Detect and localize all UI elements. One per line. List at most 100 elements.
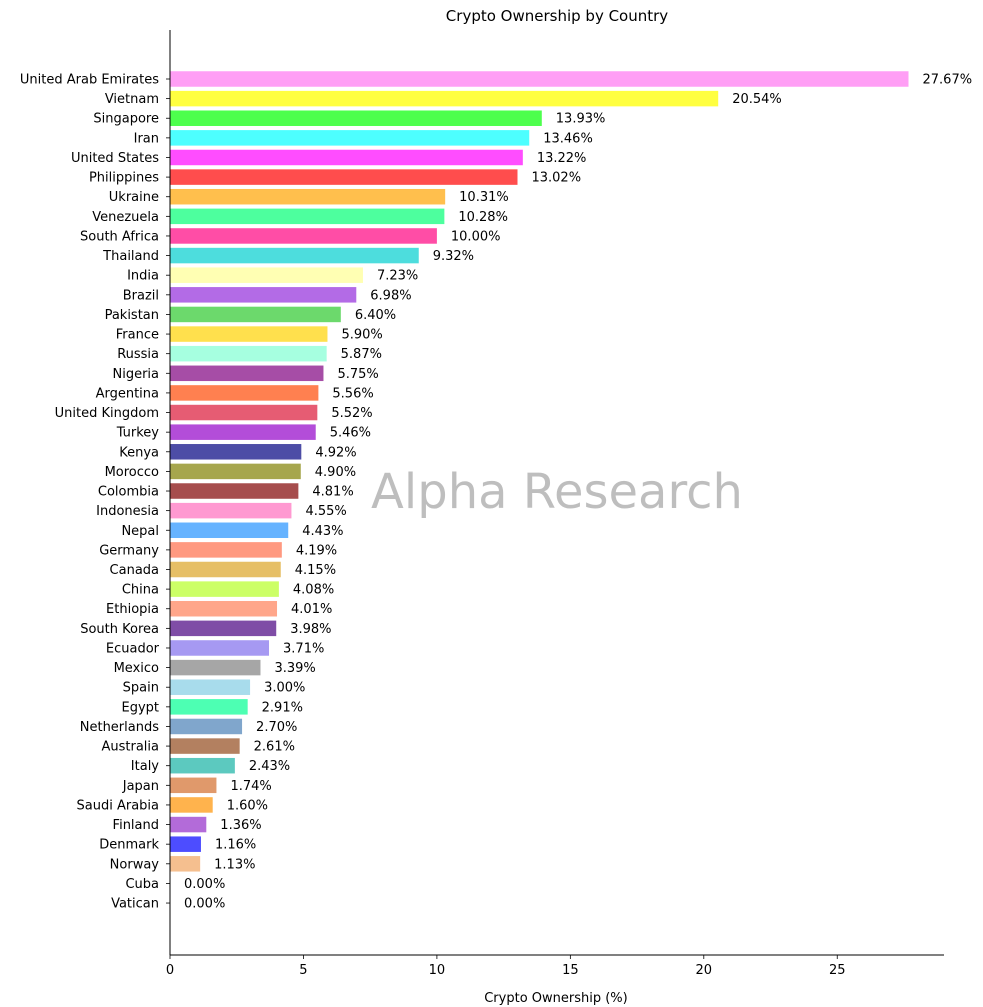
data-label: 1.16% xyxy=(215,838,256,853)
y-tick-label: United Kingdom xyxy=(55,406,159,421)
y-tick-label: Thailand xyxy=(102,249,159,264)
y-tick-label: Russia xyxy=(117,347,159,362)
data-label: 13.22% xyxy=(537,151,587,166)
y-tick-label: Australia xyxy=(101,740,159,755)
x-tick-label: 0 xyxy=(166,963,174,978)
y-tick-label: Indonesia xyxy=(96,504,159,519)
data-label: 4.15% xyxy=(295,563,336,578)
y-tick-label: Egypt xyxy=(121,700,159,715)
data-label: 2.91% xyxy=(262,700,303,715)
bar xyxy=(170,345,327,362)
data-label: 4.01% xyxy=(291,602,332,617)
bar xyxy=(170,463,301,480)
data-label: 2.43% xyxy=(249,759,290,774)
data-label: 2.61% xyxy=(254,740,295,755)
y-tick-label: France xyxy=(116,328,159,343)
data-label: 13.93% xyxy=(556,112,606,127)
y-tick-label: Saudi Arabia xyxy=(77,798,160,813)
data-label: 0.00% xyxy=(184,877,225,892)
bar xyxy=(170,188,446,205)
bar xyxy=(170,385,319,401)
y-tick-label: Brazil xyxy=(123,288,159,303)
data-label: 3.00% xyxy=(264,681,305,696)
y-tick-label: India xyxy=(127,269,159,284)
y-tick-label: Argentina xyxy=(96,386,159,401)
bar xyxy=(170,757,235,774)
y-tick-label: Iran xyxy=(134,131,159,146)
bar xyxy=(170,542,282,558)
axes-layer: 0 5 10 15 20 25 xyxy=(166,30,944,978)
y-tick-label: United States xyxy=(71,151,159,166)
y-tick-label: Ukraine xyxy=(109,190,159,205)
bar xyxy=(170,169,518,185)
y-tick-label: Spain xyxy=(123,681,159,696)
data-label: 7.23% xyxy=(377,269,418,284)
bar xyxy=(170,306,341,323)
data-label: 13.02% xyxy=(531,171,581,186)
bar xyxy=(170,679,251,695)
labels-layer: United Arab Emirates 27.67% Vietnam 20.54% S… xyxy=(20,73,972,912)
data-label: 4.08% xyxy=(293,583,334,598)
y-tick-label: Pakistan xyxy=(105,308,159,323)
data-label: 4.55% xyxy=(305,504,346,519)
bar xyxy=(170,267,363,283)
bar xyxy=(170,797,213,813)
data-label: 0.00% xyxy=(184,897,225,912)
bar xyxy=(170,561,281,578)
data-label: 4.92% xyxy=(315,445,356,460)
bar xyxy=(170,600,278,617)
data-label: 5.90% xyxy=(341,328,382,343)
y-tick-label: Mexico xyxy=(114,661,159,676)
chart-title: Crypto Ownership by Country xyxy=(446,7,669,25)
data-label: 10.28% xyxy=(458,210,508,225)
data-label: 1.74% xyxy=(230,779,271,794)
data-label: 6.40% xyxy=(355,308,396,323)
data-label: 9.32% xyxy=(433,249,474,264)
bar xyxy=(170,856,201,872)
bar xyxy=(170,502,292,519)
y-tick-label: Vatican xyxy=(111,897,159,912)
data-label: 1.36% xyxy=(220,818,261,833)
bar xyxy=(170,640,270,656)
bars-layer xyxy=(170,71,909,872)
y-tick-label: Morocco xyxy=(105,465,159,480)
y-tick-label: Turkey xyxy=(116,426,160,441)
y-tick-label: South Korea xyxy=(80,622,159,637)
data-label: 5.56% xyxy=(332,386,373,401)
y-tick-label: Vietnam xyxy=(105,92,159,107)
y-tick-label: Germany xyxy=(99,543,159,558)
bar xyxy=(170,287,357,303)
y-tick-label: Singapore xyxy=(93,112,159,127)
x-axis-title: Crypto Ownership (%) xyxy=(484,991,628,1006)
bar xyxy=(170,130,530,146)
bar xyxy=(170,326,328,342)
y-tick-label: Netherlands xyxy=(80,720,159,735)
y-tick-label: Venezuela xyxy=(92,210,159,225)
data-label: 5.87% xyxy=(341,347,382,362)
data-label: 20.54% xyxy=(732,92,782,107)
bar xyxy=(170,228,437,244)
bar xyxy=(170,581,279,597)
bar xyxy=(170,444,302,460)
x-tick-label: 10 xyxy=(429,963,446,978)
y-tick-label: Philippines xyxy=(89,171,159,186)
bar xyxy=(170,90,719,107)
bar xyxy=(170,718,243,735)
y-tick-label: Finland xyxy=(113,818,159,833)
bar xyxy=(170,483,299,499)
data-label: 3.98% xyxy=(290,622,331,637)
bar xyxy=(170,522,289,539)
y-tick-label: China xyxy=(122,583,159,598)
bar xyxy=(170,424,316,440)
data-label: 1.60% xyxy=(227,798,268,813)
bar xyxy=(170,620,277,637)
data-label: 10.31% xyxy=(459,190,509,205)
bar xyxy=(170,836,201,852)
y-tick-label: Cuba xyxy=(125,877,159,892)
bar xyxy=(170,699,248,715)
data-label: 5.46% xyxy=(330,426,371,441)
y-tick-label: Japan xyxy=(122,779,159,794)
y-tick-label: Ecuador xyxy=(106,641,160,656)
